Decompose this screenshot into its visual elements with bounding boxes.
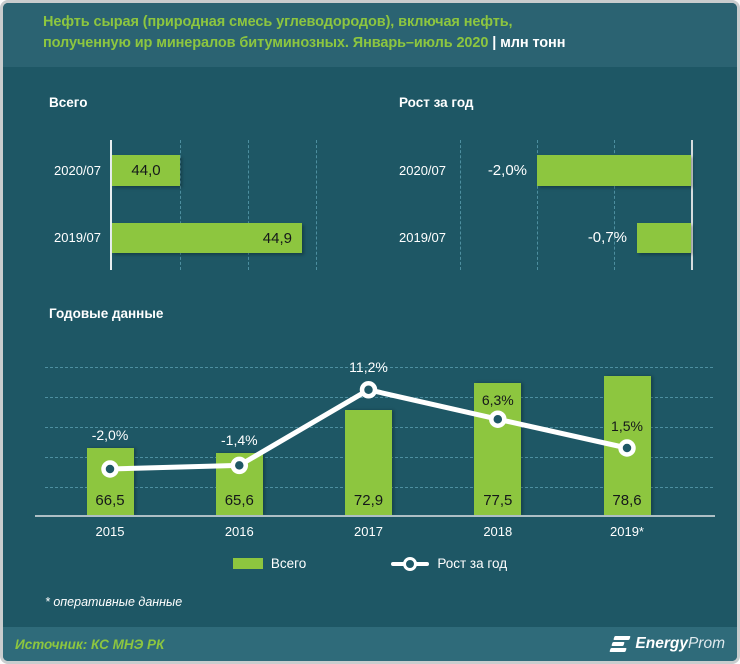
total-panel-title: Всего: [49, 95, 88, 110]
bar-value-label: 44,9: [262, 229, 292, 247]
bar-value-label: -0,7%: [587, 229, 627, 246]
gridline: [537, 140, 538, 270]
title-separator: |: [492, 35, 497, 51]
category-label: 2019/07: [399, 230, 446, 245]
gridline: [614, 140, 615, 270]
gridline: [460, 140, 461, 270]
bar-value-label: 77,5: [483, 492, 513, 509]
bar-swatch-icon: [232, 558, 263, 569]
logo-text-bold: Energy: [635, 635, 688, 652]
line-marker-icon: [391, 556, 430, 571]
growth-bar-chart: 2020/07 -2,0% 2019/07 -0,7%: [3, 3, 737, 661]
source-label: Источник: КС МНЭ РК: [15, 636, 165, 652]
logo-text-light: Prom: [687, 635, 725, 652]
footnote: * оперативные данные: [45, 595, 183, 609]
title-line-1: Нефть сырая (природная смесь углеводород…: [43, 12, 737, 33]
bar: 44,9: [112, 223, 302, 253]
x-tick-label: 2017: [354, 524, 383, 539]
x-tick-label: 2019*: [610, 524, 644, 539]
category-label: 2019/07: [54, 230, 101, 245]
legend: Всего Рост за год: [3, 556, 737, 571]
title-line-2: полученную ир минералов битуминозных. Ян…: [43, 33, 737, 54]
category-label: 2020/07: [54, 162, 101, 178]
category-label: 2020/07: [399, 162, 446, 178]
x-axis-line: [35, 515, 715, 517]
gridline: [248, 140, 249, 270]
bar: [537, 155, 691, 186]
bar-value-label: 44,0: [131, 162, 161, 179]
total-bar-chart: 2020/07 44,0 2019/07 44,9: [3, 3, 737, 661]
line-marker: [359, 381, 378, 399]
growth-value-label: 6,3%: [481, 392, 514, 409]
energyprom-logo: Energy Prom: [609, 635, 725, 653]
growth-value-label: -2,0%: [91, 427, 129, 443]
legend-item-total: Всего: [232, 556, 307, 571]
legend-label-total: Всего: [270, 556, 307, 571]
bar: [637, 223, 691, 253]
gridline: [180, 140, 181, 270]
bar: 44,0: [112, 155, 180, 186]
energyprom-icon: [609, 636, 631, 652]
x-tick-label: 2015: [95, 524, 125, 539]
annual-combo-chart: 66,5 2015 65,6 2016 72,9 2017 77,5 2018 78,6 2019…: [3, 3, 737, 661]
title-text-2: полученную ир минералов битуминозных. Ян…: [43, 35, 489, 51]
legend-label-growth: Рост за год: [437, 556, 508, 571]
header-banner: Нефть сырая (природная смесь углеводород…: [3, 3, 737, 67]
bar-value-label: -2,0%: [487, 161, 527, 179]
title-text-1: Нефть сырая (природная смесь углеводород…: [43, 14, 513, 30]
y-axis-line: [110, 140, 112, 270]
bar-value-label: 66,5: [95, 492, 125, 509]
title-unit: млн тонн: [500, 35, 566, 51]
gridline: [316, 140, 317, 270]
growth-value-label: 1,5%: [611, 418, 643, 434]
gridline: [45, 367, 713, 368]
legend-item-growth: Рост за год: [391, 556, 507, 571]
footer-bar: Источник: КС МНЭ РК Energy Prom: [3, 627, 737, 661]
annual-panel-title: Годовые данные: [49, 306, 164, 321]
growth-value-label: 11,2%: [349, 358, 388, 375]
bar-value-label: 65,6: [224, 492, 254, 509]
bar-value-label: 72,9: [353, 492, 384, 509]
y-axis-line: [691, 140, 693, 270]
growth-value-label: -1,4%: [221, 432, 258, 449]
x-tick-label: 2016: [224, 524, 254, 539]
growth-panel-title: Рост за год: [399, 95, 474, 110]
bar-value-label: 78,6: [612, 492, 642, 509]
x-tick-label: 2018: [483, 524, 513, 539]
